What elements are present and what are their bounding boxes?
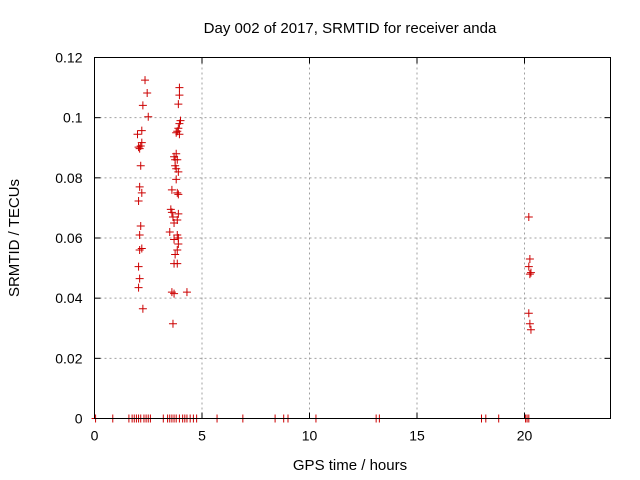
data-point (174, 240, 183, 249)
data-point (172, 175, 181, 184)
data-point (174, 209, 183, 218)
data-point (137, 188, 146, 197)
y-tick-label: 0.04 (55, 290, 82, 306)
data-point (138, 101, 147, 110)
y-axis-title: SRMTID / TECUs (6, 179, 23, 297)
data-point (136, 161, 145, 170)
data-point (133, 130, 142, 139)
data-point (167, 288, 176, 297)
data-point (171, 250, 180, 259)
data-point (134, 143, 143, 152)
y-tick-label: 0.1 (63, 110, 83, 126)
data-point (525, 255, 534, 264)
data-point (165, 227, 174, 236)
data-point (143, 88, 152, 97)
data-point (173, 155, 182, 164)
data-point (172, 149, 181, 158)
data-point (168, 319, 177, 328)
data-point (175, 130, 184, 139)
data-point (172, 128, 181, 137)
y-tick-label: 0.08 (55, 170, 82, 186)
x-axis-title: GPS time / hours (293, 457, 407, 474)
data-point (173, 188, 182, 197)
data-point (167, 208, 176, 217)
grid (94, 57, 611, 419)
data-point (173, 215, 182, 224)
data-point (174, 100, 183, 109)
y-tick-labels: 0 0.02 0.04 0.06 0.08 0.1 0.12 (55, 50, 82, 427)
data-points (91, 76, 535, 423)
data-point (175, 91, 184, 100)
data-point (137, 244, 146, 253)
data-point (174, 190, 183, 199)
x-tick-label: 0 (91, 428, 99, 444)
data-point (167, 185, 176, 194)
data-point (144, 112, 153, 121)
data-point (136, 221, 145, 230)
data-point (176, 116, 185, 125)
data-point (174, 167, 183, 176)
data-point (135, 230, 144, 239)
y-tick-label: 0.12 (55, 50, 82, 66)
x-tick-labels: 0 5 10 15 20 (91, 428, 533, 444)
data-point (526, 325, 535, 334)
data-point (134, 196, 143, 205)
data-point (137, 138, 146, 147)
data-point (170, 289, 179, 298)
x-tick-label: 15 (409, 428, 425, 444)
data-point (134, 262, 143, 271)
data-point (138, 304, 147, 313)
data-point (136, 141, 145, 150)
data-point (135, 182, 144, 191)
data-point (525, 319, 534, 328)
data-point (168, 212, 177, 221)
data-point (526, 268, 535, 277)
data-point (524, 262, 533, 271)
data-point (135, 274, 144, 283)
data-point (134, 283, 143, 292)
data-point (524, 309, 533, 318)
data-point (173, 259, 182, 268)
y-tick-label: 0 (75, 411, 83, 427)
x-tick-label: 5 (198, 428, 206, 444)
plot-frame (94, 57, 611, 419)
data-point (135, 246, 144, 255)
data-point (173, 246, 182, 255)
data-point (170, 235, 179, 244)
data-point (174, 124, 183, 133)
data-point (525, 270, 534, 279)
chart-title: Day 002 of 2017, SRMTID for receiver and… (204, 20, 497, 37)
x-tick-label: 20 (517, 428, 533, 444)
axis-ticks (94, 57, 611, 419)
x-tick-label: 10 (302, 428, 318, 444)
data-point (175, 83, 184, 92)
data-point (182, 288, 191, 297)
y-tick-label: 0.02 (55, 350, 82, 366)
data-point (137, 126, 146, 135)
y-tick-label: 0.06 (55, 230, 82, 246)
data-point (141, 76, 150, 85)
data-point (524, 212, 533, 221)
